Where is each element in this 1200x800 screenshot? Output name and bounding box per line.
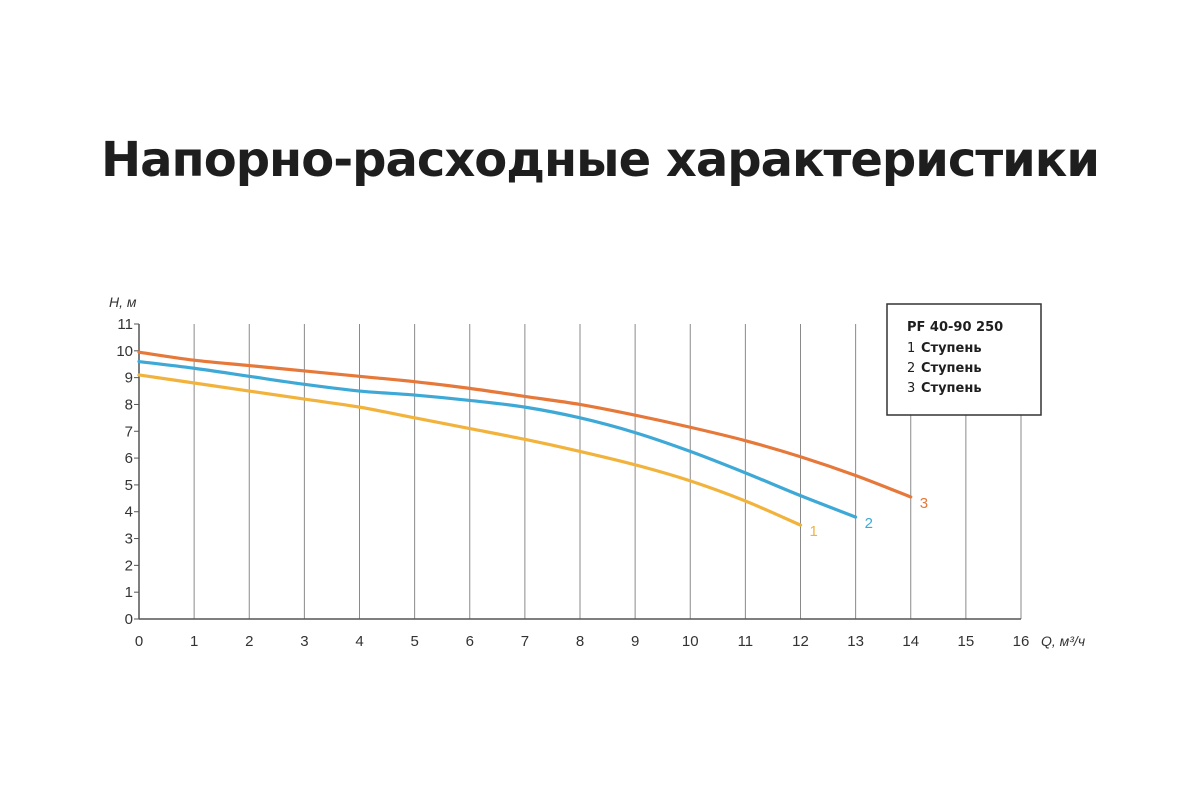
- x-axis-label: Q, м³/ч: [1041, 633, 1085, 649]
- x-tick-label: 3: [300, 633, 308, 650]
- x-tick-label: 12: [792, 633, 809, 650]
- y-tick-label: 11: [117, 316, 133, 333]
- legend-item-2-number: 2: [907, 361, 915, 376]
- x-tick-label: 14: [902, 633, 919, 650]
- x-tick-label: 7: [521, 633, 529, 650]
- x-tick-label: 9: [631, 633, 639, 650]
- y-tick-label: 5: [125, 477, 133, 494]
- y-tick-label: 6: [125, 450, 133, 467]
- legend-item-3-number: 3: [907, 381, 915, 396]
- y-tick-label: 0: [125, 611, 133, 628]
- x-tick-label: 15: [958, 633, 975, 650]
- series-3-end-label: 3: [920, 495, 928, 512]
- x-tick-label: 0: [135, 633, 143, 650]
- x-tick-label: 4: [355, 633, 363, 650]
- y-tick-label: 4: [125, 504, 133, 521]
- series-1-line: [137, 373, 803, 527]
- page-title: Напорно-расходные характеристики: [100, 132, 1100, 188]
- legend-item-2-label: Ступень: [921, 361, 982, 376]
- series-2-line: [137, 359, 858, 519]
- x-tick-label: 6: [466, 633, 474, 650]
- legend-box: [886, 303, 1042, 416]
- y-axis-label: H, м: [109, 294, 137, 310]
- series: 1 2 3: [137, 350, 928, 540]
- x-tick-label: 5: [410, 633, 418, 650]
- tick-labels: 0 1 2 3 4 5 6 7 8 9 10 11 12 13 14 15 1601234567891011H,…: [109, 294, 1085, 650]
- x-tick-label: 16: [1013, 633, 1030, 650]
- x-tick-label: 11: [738, 633, 754, 650]
- y-tick-label: 10: [116, 343, 133, 360]
- series-1-end-label: 1: [810, 523, 818, 540]
- legend-item-3-label: Ступень: [921, 381, 982, 396]
- x-tick-label: 1: [190, 633, 198, 650]
- series-3-line: [137, 350, 913, 499]
- legend-item-1-label: Ступень: [921, 341, 982, 356]
- legend: PF 40-90 250 1 Ступень 2 Ступень 3 Ступень: [886, 303, 1042, 416]
- y-tick-label: 3: [125, 531, 133, 548]
- y-tick-label: 9: [125, 370, 133, 387]
- legend-item-1-number: 1: [907, 341, 915, 356]
- y-tick-label: 8: [125, 396, 133, 413]
- y-tick-label: 1: [125, 584, 133, 601]
- series-2-end-label: 2: [865, 515, 873, 532]
- x-tick-label: 13: [847, 633, 864, 650]
- y-tick-label: 2: [125, 557, 133, 574]
- x-tick-label: 8: [576, 633, 584, 650]
- axes: [134, 323, 1021, 620]
- x-tick-label: 2: [245, 633, 253, 650]
- y-tick-label: 7: [125, 423, 133, 440]
- x-tick-label: 10: [682, 633, 699, 650]
- legend-title: PF 40-90 250: [907, 320, 1003, 335]
